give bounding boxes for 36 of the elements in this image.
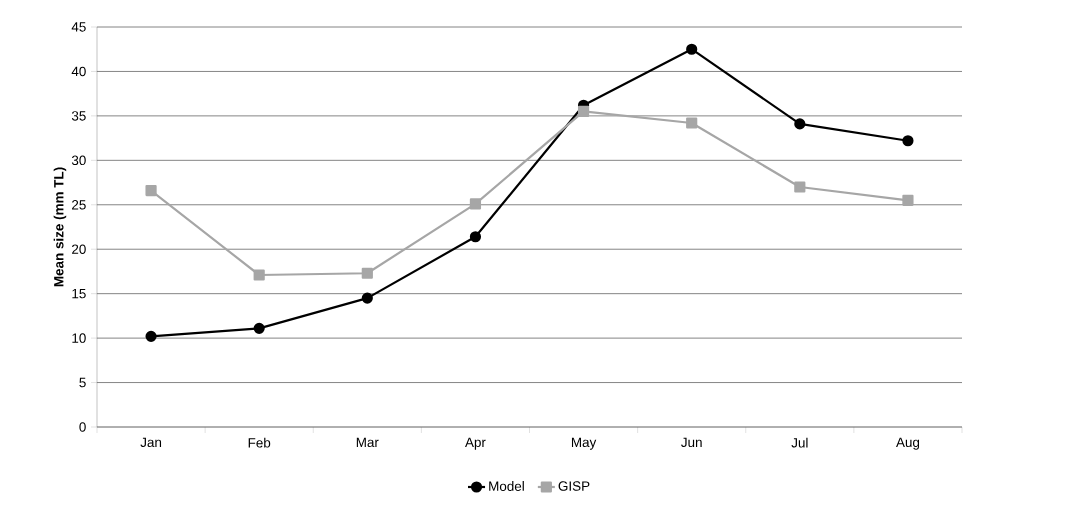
y-tick-label: 25 <box>72 200 86 210</box>
point <box>902 194 914 206</box>
point <box>686 43 698 55</box>
point <box>361 267 373 279</box>
point <box>145 184 157 197</box>
legend-label: GISP <box>558 481 590 491</box>
point <box>902 135 914 147</box>
point <box>253 322 265 334</box>
y-tick-label: 35 <box>71 111 86 121</box>
x-tick-label: Jan <box>140 437 162 448</box>
x-tick-label: Aug <box>896 437 920 450</box>
y-tick-label: 20 <box>72 244 86 254</box>
point <box>145 330 157 342</box>
point <box>253 269 265 281</box>
point <box>361 292 373 304</box>
y-tick-label: 30 <box>71 155 86 166</box>
x-tick-label: Apr <box>465 437 486 450</box>
legend-label: Model <box>489 481 524 491</box>
x-tick-label: Feb <box>248 437 271 448</box>
point <box>469 231 482 243</box>
y-tick-label: 5 <box>79 377 86 388</box>
point <box>469 198 482 210</box>
y-axis-title: Mean size (mm TL) <box>53 167 67 287</box>
y-tick-label: 40 <box>71 66 86 77</box>
y-tick-label: 15 <box>72 288 86 299</box>
point <box>794 181 806 193</box>
point <box>794 118 806 130</box>
x-tick-label: Jul <box>791 437 808 448</box>
x-tick-label: Mar <box>356 437 379 448</box>
point <box>577 105 590 118</box>
y-tick-label: 10 <box>72 333 86 343</box>
y-tick-label: 0 <box>79 422 86 432</box>
point <box>686 117 698 129</box>
x-tick-label: Jun <box>681 437 702 448</box>
x-tick-label: May <box>571 437 597 450</box>
y-tick-label: 45 <box>71 22 86 32</box>
